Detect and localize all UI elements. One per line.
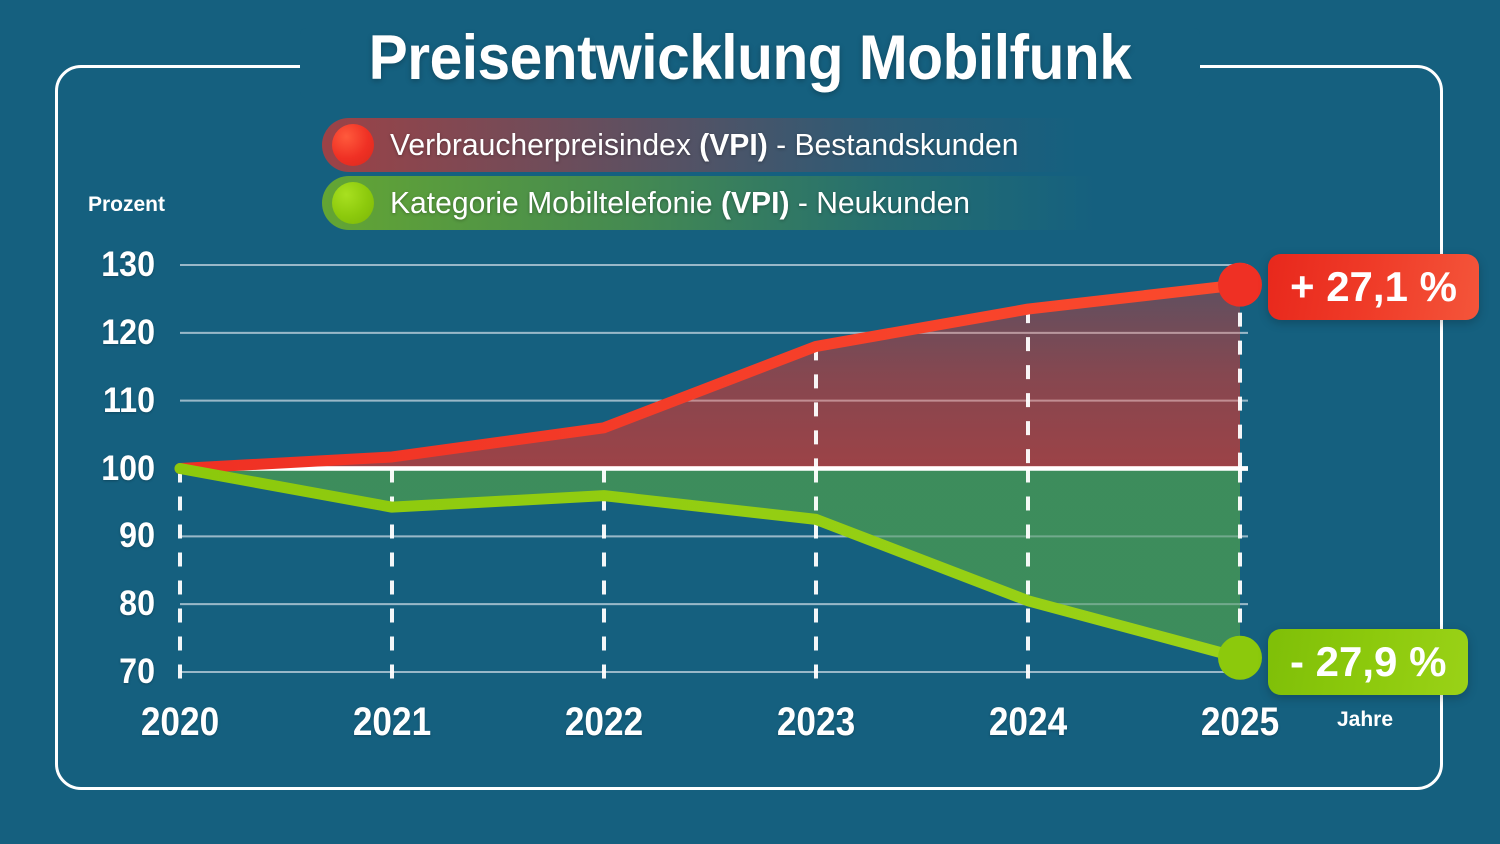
red-data-line	[174, 279, 1246, 474]
legend-label-bold: (VPI)	[720, 185, 790, 220]
x-tick-label: 2025	[1200, 700, 1280, 744]
red-dot-icon	[332, 124, 374, 166]
y-tick-label: 100	[101, 448, 155, 488]
red-endpoint-marker	[1218, 262, 1262, 307]
legend-item-vpi-bestandskunden[interactable]: Verbraucherpreisindex (VPI) - Bestandsku…	[322, 118, 1222, 172]
x-tick-label: 2021	[352, 700, 432, 744]
red-change-badge[interactable]: + 27,1 %	[1268, 254, 1479, 320]
legend-label-lead: Kategorie Mobiltelefonie	[390, 185, 721, 220]
legend-label-lead: Verbraucherpreisindex	[390, 127, 700, 162]
legend-label-bold: (VPI)	[699, 127, 768, 162]
green-data-line	[174, 463, 1246, 664]
chart-gridlines-overlay	[180, 264, 1248, 673]
y-tick-label: 120	[101, 312, 155, 352]
y-tick-label: 90	[119, 516, 155, 556]
x-tick-label: 2023	[776, 700, 856, 744]
green-endpoint-marker	[1218, 635, 1262, 680]
y-axis-title: Prozent	[88, 193, 166, 216]
green-change-badge[interactable]: - 27,9 %	[1268, 629, 1469, 695]
red-area-fill	[180, 284, 1240, 469]
chart-lines	[174, 279, 1246, 664]
green-dot-icon	[332, 182, 374, 224]
green-area-fill	[180, 468, 1240, 658]
y-tick-label: 80	[119, 584, 155, 624]
chart-endpoints	[1218, 262, 1262, 680]
chart-legend: Verbraucherpreisindex (VPI) - Bestandsku…	[322, 118, 1222, 234]
x-axis-title: Jahre	[1337, 708, 1394, 731]
y-tick-label: 130	[101, 245, 155, 284]
y-tick-label: 70	[119, 652, 155, 691]
x-tick-label: 2022	[564, 700, 644, 744]
chart-areas	[180, 284, 1240, 658]
page-title: Preisentwicklung Mobilfunk	[368, 23, 1132, 93]
legend-item-label: Verbraucherpreisindex (VPI) - Bestandsku…	[390, 127, 1018, 163]
legend-label-tail: - Bestandskunden	[767, 127, 1019, 162]
title-backdrop	[300, 28, 1200, 98]
y-tick-label: 110	[103, 380, 155, 420]
legend-item-label: Kategorie Mobiltelefonie (VPI) - Neukund…	[390, 185, 970, 221]
legend-label-tail: - Neukunden	[789, 185, 971, 220]
x-tick-label: 2024	[988, 700, 1068, 744]
x-tick-label: 2020	[140, 700, 220, 744]
legend-item-mobiltelefonie-neukunden[interactable]: Kategorie Mobiltelefonie (VPI) - Neukund…	[322, 176, 1222, 230]
